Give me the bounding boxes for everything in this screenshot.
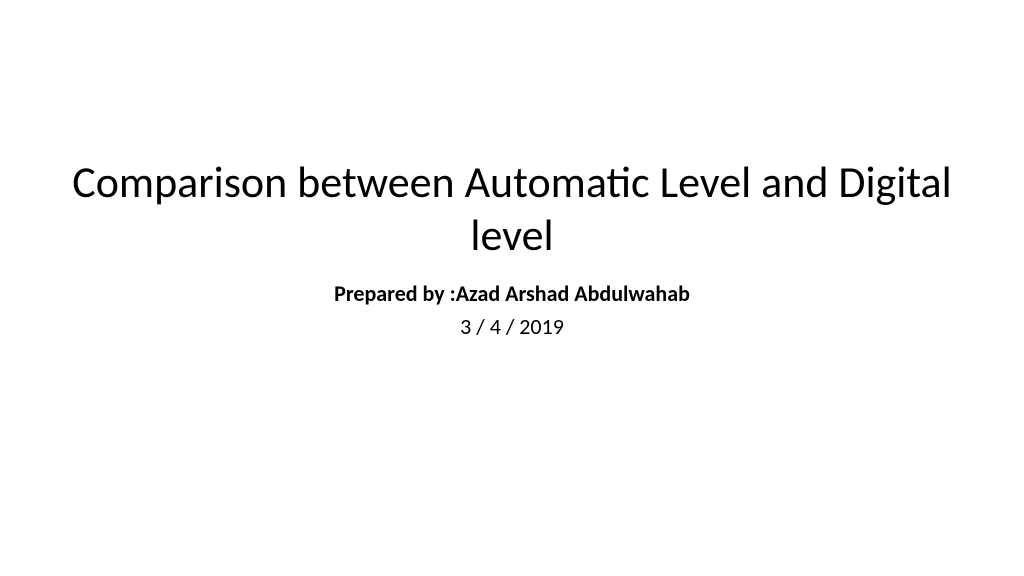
slide-date: 3 / 4 / 2019 — [460, 313, 564, 340]
slide-subtitle: Prepared by :Azad Arshad Abdulwahab — [334, 280, 690, 307]
slide-title: Comparison between Automatic Level and D… — [62, 156, 962, 262]
